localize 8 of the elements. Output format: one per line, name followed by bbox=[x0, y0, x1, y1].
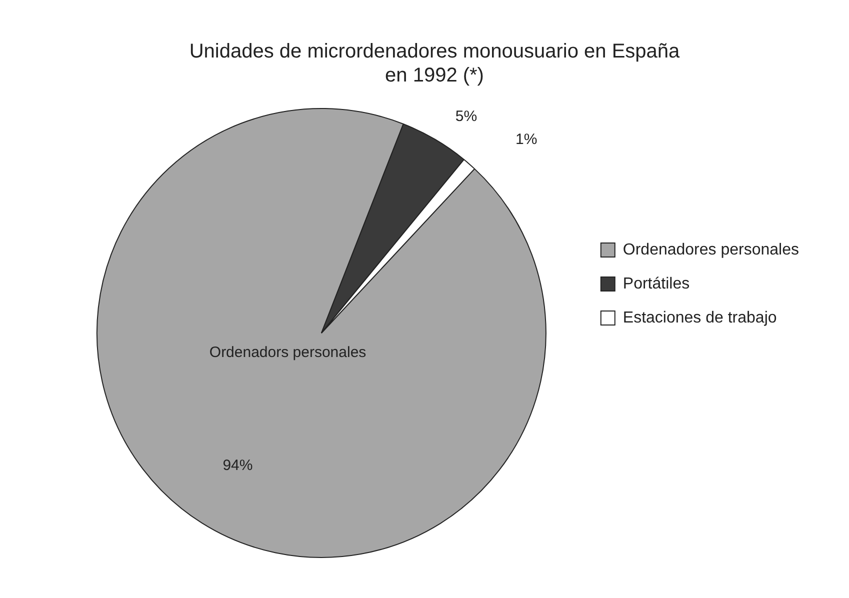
legend-label: Portátiles bbox=[622, 275, 690, 292]
data-label: 94% bbox=[222, 457, 253, 474]
legend-label: Estaciones de trabajo bbox=[622, 309, 777, 326]
legend-label: Ordenadores personales bbox=[622, 241, 799, 258]
text: Ordenadors personales bbox=[209, 344, 366, 362]
chart-title: Unidades de micrordenadores monousuario en España en 1992 (*) bbox=[189, 40, 681, 87]
data-label: 5% bbox=[455, 108, 478, 126]
data-label: 1% bbox=[516, 131, 538, 148]
